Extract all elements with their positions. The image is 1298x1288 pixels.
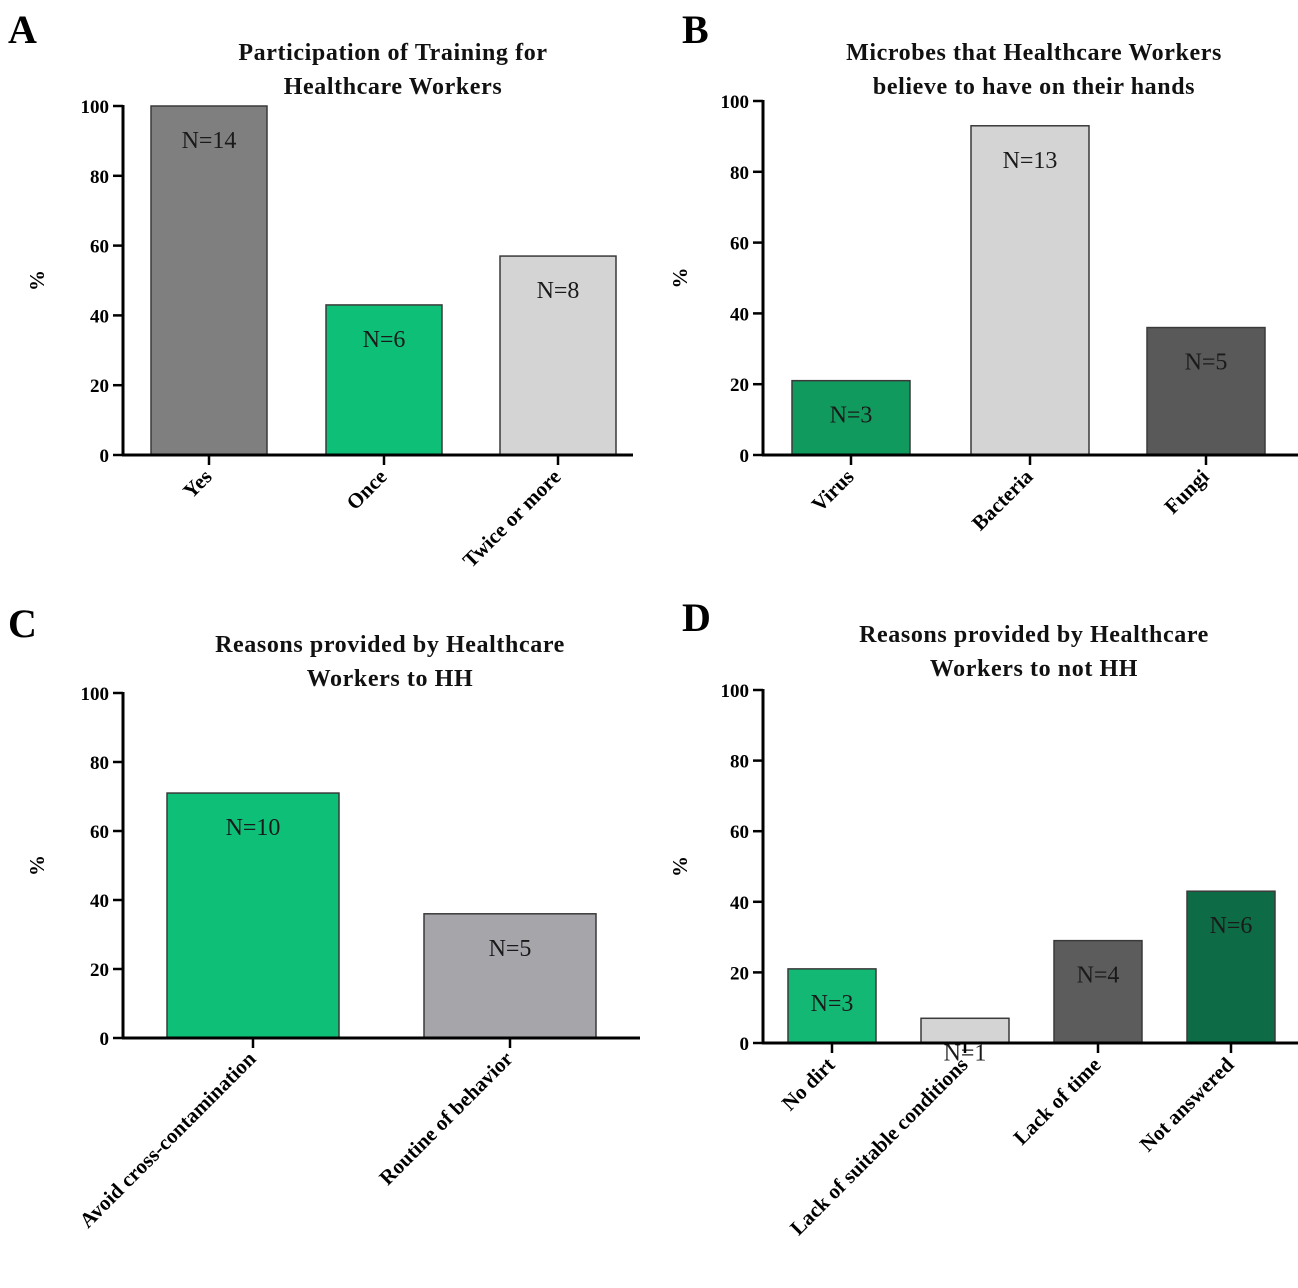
bar [920, 1017, 1010, 1044]
y-tick-label: 60 [90, 237, 109, 258]
data-label: N=14 [182, 128, 237, 154]
data-label: N=5 [1185, 350, 1228, 376]
chart-title-line: Reasons provided by Healthcare [859, 622, 1209, 648]
category-label: Virus [807, 465, 859, 517]
y-tick-label: 80 [90, 753, 109, 774]
data-label: N=3 [811, 991, 854, 1017]
bar [150, 105, 268, 456]
category-label: Lack of time [1009, 1053, 1106, 1150]
bar [1146, 326, 1266, 456]
chart-title-line: Participation of Training for [238, 40, 548, 66]
data-label: N=3 [830, 403, 873, 429]
data-label: N=13 [1003, 148, 1058, 174]
data-label: N=6 [363, 327, 406, 353]
y-tick-label: 100 [721, 681, 750, 702]
y-tick-label: 40 [90, 891, 109, 912]
data-label: N=4 [1077, 963, 1120, 989]
category-label: Twice or more [458, 465, 566, 573]
category-label: Yes [178, 465, 216, 503]
chart-title-line: Microbes that Healthcare Workers [846, 40, 1222, 66]
chart-title: Participation of Training for Healthcare… [148, 36, 638, 104]
data-label: N=8 [537, 278, 580, 304]
chart-panel-d: D Reasons provided by Healthcare Workers… [649, 590, 1298, 1288]
panel-letter: A [8, 7, 37, 52]
chart-panel-b: B Microbes that Healthcare Workers belie… [649, 0, 1298, 640]
y-tick-label: 100 [81, 97, 110, 118]
chart-title: Microbes that Healthcare Workers believe… [779, 36, 1289, 104]
data-label: N=6 [1210, 913, 1253, 939]
bar-chart: N=3 N=13 N=5 0 20 40 60 80 100% Virus Bacteria Fung… [668, 92, 1298, 535]
chart-title-line: Workers to HH [306, 666, 474, 692]
y-tick-label: 80 [90, 167, 109, 188]
category-label: Routine of behavior [374, 1047, 517, 1190]
chart-panel-a: A Participation of Training for Healthca… [0, 0, 649, 640]
y-tick-label: 20 [730, 375, 749, 396]
y-tick-label: 20 [90, 960, 109, 981]
category-label: Bacteria [967, 464, 1038, 535]
chart-title: Reasons provided by Healthcare Workers t… [779, 618, 1289, 686]
y-axis-label: % [25, 270, 49, 291]
data-label: N=5 [489, 936, 532, 962]
y-tick-label: 80 [730, 752, 749, 773]
panel-letter: B [682, 7, 709, 52]
bar [166, 792, 340, 1039]
bar [1186, 890, 1276, 1044]
bar [970, 125, 1090, 456]
y-tick-label: 0 [740, 446, 750, 467]
y-tick-label: 60 [90, 822, 109, 843]
bar [325, 304, 443, 456]
chart-title-line: believe to have on their hands [872, 74, 1196, 100]
y-axis-label: % [668, 856, 692, 877]
data-label: N=10 [226, 815, 281, 841]
y-tick-label: 40 [90, 306, 109, 327]
y-tick-label: 80 [730, 163, 749, 184]
category-label: Once [342, 465, 392, 515]
y-tick-label: 20 [90, 376, 109, 397]
category-label: Not answered [1135, 1052, 1239, 1156]
panel-letter: D [682, 595, 711, 640]
bar-chart: N=14 N=6 N=8 0 20 40 60 80 100% Yes Once Twice or m… [25, 97, 633, 573]
y-tick-label: 0 [100, 1029, 110, 1050]
category-label: Avoid cross-contamination [75, 1046, 261, 1232]
chart-panel-c: C Reasons provided by Healthcare Workers… [0, 590, 649, 1288]
y-tick-label: 100 [721, 92, 750, 113]
chart-title: Reasons provided by Healthcare Workers t… [140, 628, 640, 696]
y-tick-label: 40 [730, 893, 749, 914]
panel-letter: C [8, 601, 37, 646]
chart-title-line: Reasons provided by Healthcare [215, 632, 565, 658]
category-label: Fungi [1159, 464, 1213, 518]
bar [1053, 939, 1143, 1044]
y-tick-label: 60 [730, 234, 749, 255]
chart-title-line: Workers to not HH [929, 656, 1139, 682]
y-tick-label: 60 [730, 822, 749, 843]
bar [791, 379, 911, 456]
y-axis-label: % [25, 855, 49, 876]
bar [423, 913, 597, 1039]
chart-title-line: Healthcare Workers [283, 74, 503, 100]
y-axis-label: % [668, 268, 692, 289]
y-tick-label: 0 [100, 446, 110, 467]
y-tick-label: 100 [81, 684, 110, 705]
y-tick-label: 0 [740, 1034, 750, 1055]
bar-chart: N=10 N=5 0 20 40 60 80 100% Avoid cross-contamin… [25, 684, 640, 1233]
bar [787, 968, 877, 1044]
y-tick-label: 40 [730, 304, 749, 325]
category-label: No dirt [777, 1053, 840, 1116]
y-tick-label: 20 [730, 963, 749, 984]
